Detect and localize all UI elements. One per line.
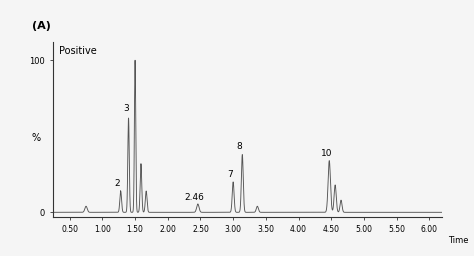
Text: 3: 3 [123,104,129,113]
Text: (A): (A) [32,21,51,31]
Text: 2.46: 2.46 [184,193,204,202]
Text: 7: 7 [228,170,233,179]
Text: 2: 2 [114,179,121,191]
Text: Positive: Positive [59,46,96,56]
Text: 10: 10 [321,148,332,158]
Text: Time: Time [448,236,468,245]
Y-axis label: %: % [31,133,40,143]
Text: 8: 8 [237,143,243,152]
